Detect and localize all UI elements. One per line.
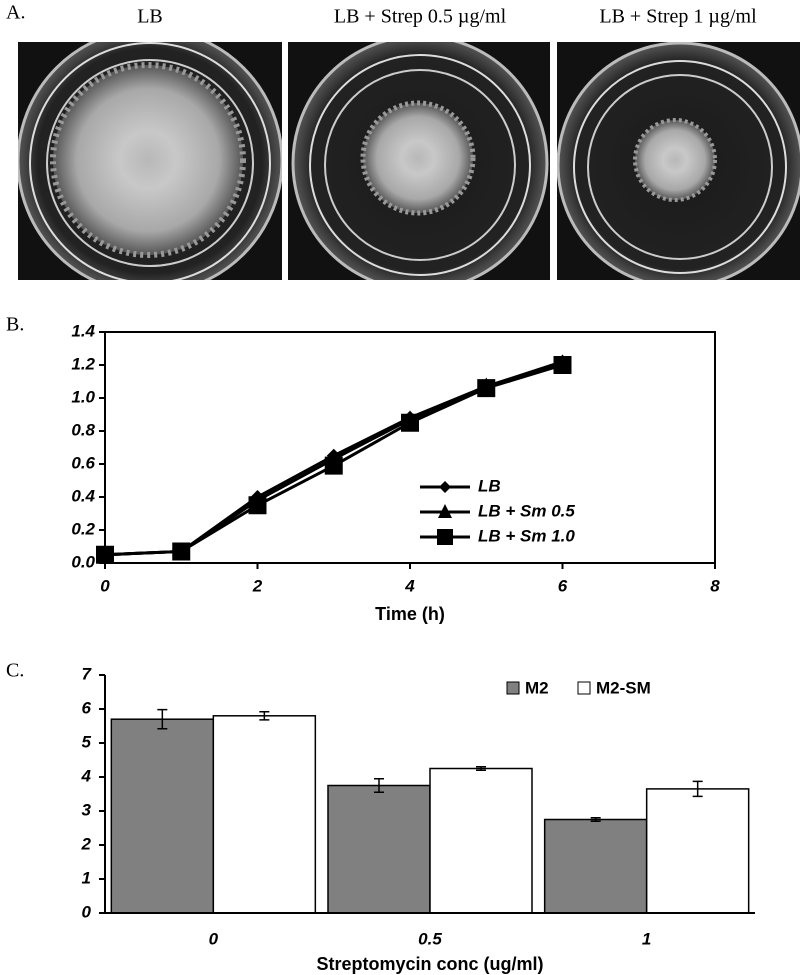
- legend-label: LB: [478, 476, 501, 495]
- panel-label: B.: [6, 314, 24, 336]
- legend-label: LB + Sm 1.0: [478, 526, 575, 545]
- y-tick-label: 1.4: [71, 321, 95, 340]
- y-tick-label: 1.0: [71, 387, 95, 406]
- legend-label: M2: [525, 678, 549, 697]
- marker: [401, 413, 419, 432]
- x-tick-label: 1: [642, 929, 651, 948]
- y-tick-label: 0.0: [71, 552, 95, 571]
- bar: [212, 715, 317, 914]
- y-tick-label: 0.6: [71, 453, 95, 472]
- plate-photo: [18, 42, 282, 280]
- legend-swatch: [506, 681, 520, 695]
- y-tick-label: 4: [81, 766, 92, 785]
- x-axis-label: Streptomycin conc (ug/ml): [316, 954, 543, 974]
- photo-title: LB: [137, 6, 163, 28]
- y-tick-label: 1: [82, 868, 91, 887]
- y-tick-label: 1.2: [71, 354, 95, 373]
- x-tick-label: 2: [252, 576, 263, 595]
- photo-title: LB + Strep 1 µg/ml: [599, 6, 757, 28]
- bar: [543, 818, 648, 914]
- panel-label: A.: [6, 2, 25, 24]
- x-tick-label: 0.5: [418, 929, 442, 948]
- bar: [429, 767, 533, 914]
- x-axis-label: Time (h): [375, 604, 445, 624]
- error-bar: [374, 777, 384, 794]
- legend-marker: [438, 504, 452, 518]
- plate-photo: [557, 42, 800, 280]
- error-bar: [476, 766, 486, 771]
- y-tick-label: 7: [82, 664, 93, 683]
- legend-swatch: [577, 681, 591, 695]
- bar: [110, 718, 215, 914]
- legend-label: M2-SM: [596, 678, 651, 697]
- x-tick-label: 6: [558, 576, 568, 595]
- bar: [645, 788, 750, 914]
- legend-marker: [437, 529, 453, 545]
- x-tick-label: 0: [100, 576, 110, 595]
- marker: [172, 542, 191, 561]
- legend-marker: [439, 481, 451, 493]
- marker: [553, 356, 572, 374]
- marker: [477, 379, 496, 398]
- bar: [327, 784, 431, 914]
- error-bar: [157, 708, 168, 730]
- panel-label: C.: [6, 660, 24, 682]
- y-tick-label: 5: [82, 732, 92, 751]
- plot-frame: [104, 331, 716, 564]
- y-tick-label: 0.2: [71, 519, 95, 538]
- legend-label: LB + Sm 0.5: [478, 501, 575, 520]
- y-tick-label: 0.4: [71, 486, 95, 505]
- x-tick-label: 8: [710, 576, 720, 595]
- photo-title: LB + Strep 0.5 µg/ml: [334, 6, 507, 28]
- x-tick-label: 4: [404, 576, 415, 595]
- error-bar: [692, 780, 703, 798]
- error-bar: [259, 710, 270, 721]
- x-tick-label: 0: [209, 929, 219, 948]
- y-tick-label: 3: [82, 800, 92, 819]
- y-tick-label: 6: [82, 698, 92, 717]
- y-tick-label: 0: [82, 902, 92, 921]
- marker: [248, 496, 267, 515]
- marker: [324, 456, 343, 475]
- marker: [96, 545, 114, 564]
- error-bar: [590, 817, 601, 822]
- y-tick-label: 0.8: [71, 420, 95, 439]
- y-tick-label: 2: [81, 834, 92, 853]
- plate-photo: [288, 42, 550, 280]
